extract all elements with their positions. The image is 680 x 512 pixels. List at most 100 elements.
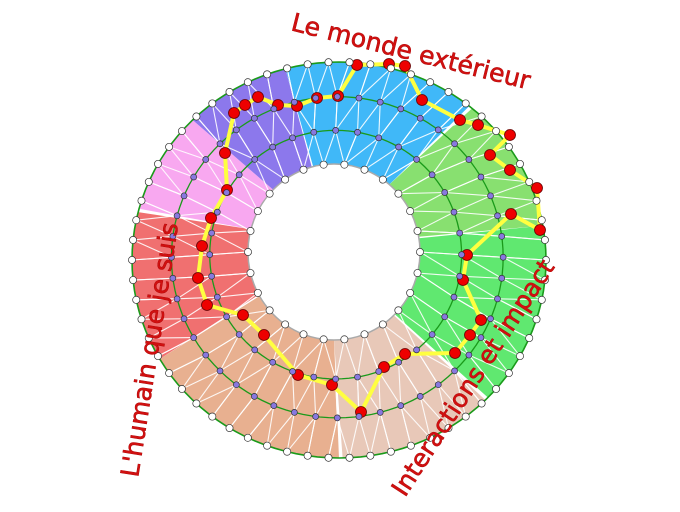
path-node <box>531 182 543 194</box>
mesh-line <box>419 251 462 256</box>
mesh-line <box>409 292 433 335</box>
mesh-line <box>490 318 530 339</box>
path-node <box>201 299 213 311</box>
mesh-line <box>286 412 295 452</box>
mesh-line <box>209 251 249 256</box>
mesh-line <box>369 412 381 456</box>
sector-5 <box>132 212 259 359</box>
mesh-line <box>335 97 360 131</box>
mesh-line <box>136 215 178 221</box>
inner-node <box>456 272 464 280</box>
mesh-line <box>336 417 351 458</box>
mesh-line <box>335 130 345 165</box>
outer-node <box>416 248 424 256</box>
inner-node <box>498 274 506 282</box>
mesh-line <box>157 337 194 357</box>
inner-node <box>477 173 485 181</box>
mesh-line <box>398 191 445 195</box>
inner-node <box>333 93 341 101</box>
inner-node <box>169 274 177 282</box>
mesh-line <box>364 146 399 171</box>
mesh-line <box>382 323 417 351</box>
mesh-line <box>177 296 218 300</box>
outer-node <box>154 352 162 361</box>
inner-node <box>416 114 424 122</box>
path-node <box>504 129 516 141</box>
mesh-line <box>184 316 227 320</box>
inner-node <box>206 251 214 258</box>
outer-node <box>253 207 262 216</box>
outer-node <box>265 189 274 198</box>
mesh-line <box>313 339 325 378</box>
mesh-line <box>431 159 470 176</box>
mesh-line <box>168 146 206 161</box>
outer-node <box>378 320 387 329</box>
mesh-line <box>253 117 274 148</box>
outer-node <box>281 320 290 329</box>
mesh-line <box>323 130 337 165</box>
outer-node <box>525 177 534 186</box>
mesh-line <box>286 416 317 453</box>
mesh-line <box>272 146 286 180</box>
mesh-line <box>273 108 294 139</box>
outer-node <box>165 369 174 378</box>
inner-node <box>190 334 198 341</box>
mesh-line <box>132 239 172 258</box>
mesh-line <box>136 298 178 301</box>
outer-node <box>525 334 534 343</box>
mesh-line <box>431 143 456 176</box>
inner-node <box>487 192 494 200</box>
outer-node <box>540 236 549 244</box>
inner-node <box>190 173 198 181</box>
mesh-line <box>417 230 460 234</box>
mesh-line <box>416 129 439 160</box>
mesh-line <box>133 235 173 241</box>
mesh-line <box>181 130 207 160</box>
inner-node <box>494 212 501 220</box>
mesh-line <box>236 361 273 386</box>
inner-node <box>251 346 259 354</box>
outer-node <box>225 88 234 96</box>
outer-node <box>360 165 369 174</box>
mesh-line <box>253 362 274 397</box>
outer-node <box>426 433 435 442</box>
outer-node <box>319 160 328 169</box>
outer-node <box>319 335 328 344</box>
inner-node <box>269 143 277 151</box>
inner-node <box>395 358 402 366</box>
outer-node <box>386 447 395 456</box>
mesh-line <box>398 361 421 397</box>
mesh-line <box>195 370 221 404</box>
mesh-line <box>497 200 537 217</box>
mesh-line <box>379 68 392 103</box>
inner-node <box>375 134 383 142</box>
outer-node <box>137 196 146 205</box>
mesh-line <box>335 339 345 380</box>
outer-node <box>378 175 387 184</box>
inner-node <box>332 375 339 383</box>
mesh-line <box>454 370 483 404</box>
mesh-line <box>136 219 174 237</box>
mesh-line <box>356 334 366 378</box>
outer-node <box>426 78 435 87</box>
mesh-line <box>168 146 195 178</box>
outer-node <box>263 441 272 450</box>
mesh-line <box>400 405 431 439</box>
outer-node <box>165 142 174 151</box>
mesh-line <box>216 272 251 298</box>
mesh-line <box>378 371 402 406</box>
mesh-line <box>358 416 371 456</box>
outer-node <box>394 306 403 315</box>
inner-node <box>465 351 473 359</box>
mesh-line <box>382 146 400 180</box>
outer-node <box>340 160 349 169</box>
outer-node <box>283 64 292 73</box>
mesh-line <box>247 405 275 439</box>
path-node <box>239 99 251 111</box>
outer-node <box>413 269 422 278</box>
mesh-line <box>454 370 467 417</box>
yellow-path <box>192 58 546 418</box>
path-node <box>192 272 204 284</box>
inner-node <box>395 143 402 151</box>
mesh-line <box>398 362 402 406</box>
